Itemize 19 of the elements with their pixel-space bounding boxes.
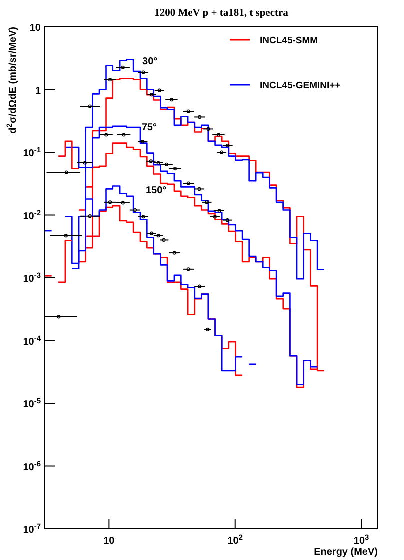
y-tick-label: 10$^{-7}$ — [23, 522, 41, 536]
y-tick-label: 10$^{-5}$ — [23, 396, 41, 410]
y-tick-label: 10$^{-3}$ — [23, 270, 41, 285]
x-tick-label: 10$^{2}$ — [228, 532, 244, 547]
annotation: 75° — [142, 122, 157, 134]
legend-label: INCL45-GEMINI++ — [260, 80, 342, 92]
y-tick-label: 10 — [30, 23, 42, 34]
x-tick-label: 10$^{3}$ — [354, 532, 370, 547]
x-axis-title: Energy (MeV) — [314, 547, 378, 558]
chart-title: 1200 MeV p + ta181, t spectra — [154, 8, 290, 19]
legend-label: INCL45-SMM — [260, 36, 318, 46]
y-tick-label: 10$^{-6}$ — [23, 458, 41, 474]
annotation: 150° — [146, 185, 167, 196]
y-tick-label: 10$^{-1}$ — [23, 145, 41, 160]
x-tick-label: 10 — [104, 536, 116, 547]
y-tick-label: 1 — [35, 86, 42, 97]
annotation: 30° — [142, 56, 158, 68]
y-tick-label: 10$^{-2}$ — [23, 208, 41, 222]
y-tick-label: 10$^{-4}$ — [23, 333, 42, 348]
